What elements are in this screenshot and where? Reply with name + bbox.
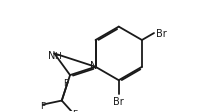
- Text: H: H: [54, 51, 60, 60]
- Text: F: F: [63, 78, 68, 87]
- Text: F: F: [40, 101, 45, 110]
- Text: Br: Br: [155, 29, 166, 39]
- Text: N: N: [90, 60, 97, 70]
- Text: N: N: [48, 51, 55, 61]
- Text: F: F: [72, 109, 77, 112]
- Text: Br: Br: [113, 96, 124, 106]
